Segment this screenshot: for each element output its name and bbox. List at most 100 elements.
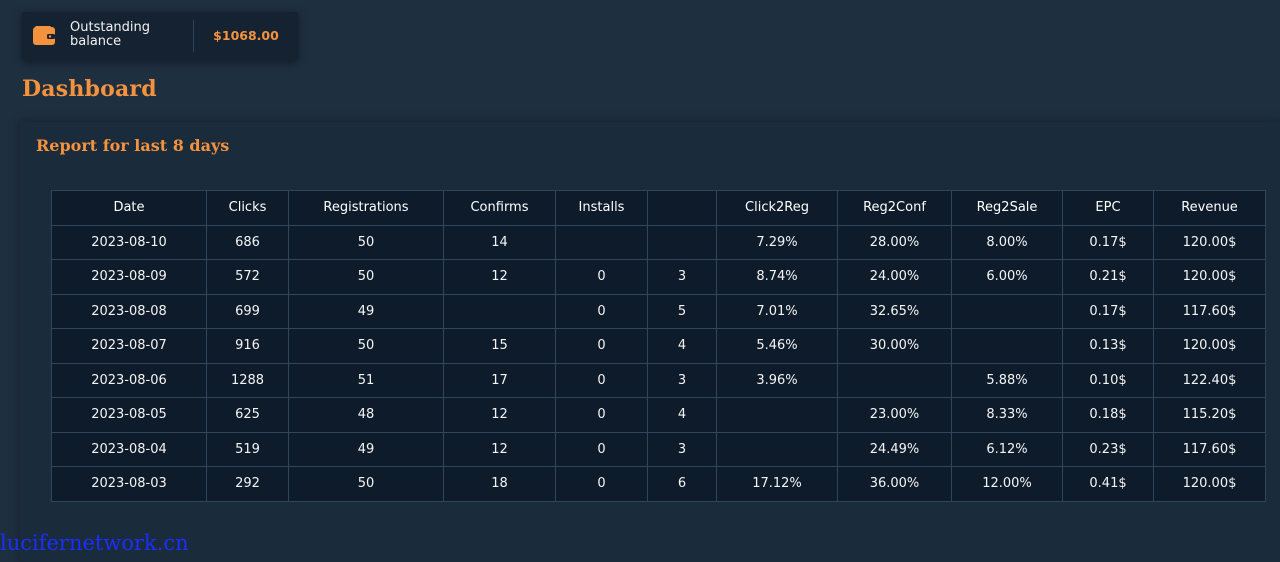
table-cell: 0.17$ <box>1062 293 1154 329</box>
table-cell: 117.60$ <box>1153 431 1266 467</box>
table-cell: 14 <box>443 224 556 260</box>
table-cell: 12 <box>443 431 556 467</box>
table-cell: 2023-08-08 <box>51 293 207 329</box>
table-cell: 24.00% <box>837 259 952 295</box>
column-header <box>647 190 717 226</box>
table-cell: 120.00$ <box>1153 259 1266 295</box>
table-cell: 2023-08-05 <box>51 397 207 433</box>
table-cell: 7.29% <box>716 224 838 260</box>
table-row: 2023-08-07 916 50 15 0 4 5.46% 30.00% 0.13$ 120.0… <box>51 328 1266 364</box>
table-cell: 49 <box>288 431 444 467</box>
table-cell: 6.12% <box>951 431 1063 467</box>
table-row: 2023-08-10 686 50 14 7.29% 28.00% 8.00% 0.17$ 12… <box>51 224 1266 260</box>
table-cell: 51 <box>288 362 444 398</box>
table-cell: 0.21$ <box>1062 259 1154 295</box>
table-cell: 15 <box>443 328 556 364</box>
table-cell: 3 <box>647 259 717 295</box>
table-cell <box>555 224 648 260</box>
table-cell: 1288 <box>206 362 289 398</box>
table-cell: 0.41$ <box>1062 466 1154 502</box>
table-header-row: Date Clicks Registrations Confirms Installs C… <box>51 190 1266 226</box>
table-cell <box>837 362 952 398</box>
table-cell: 3 <box>647 362 717 398</box>
table-cell: 519 <box>206 431 289 467</box>
table-cell: 30.00% <box>837 328 952 364</box>
table-cell: 2023-08-07 <box>51 328 207 364</box>
table-cell: 699 <box>206 293 289 329</box>
table-cell: 28.00% <box>837 224 952 260</box>
table-cell: 2023-08-10 <box>51 224 207 260</box>
wallet-icon <box>33 26 55 45</box>
table-cell <box>716 431 838 467</box>
column-header: Reg2Sale <box>951 190 1063 226</box>
table-cell <box>716 397 838 433</box>
table-cell: 32.65% <box>837 293 952 329</box>
column-header: EPC <box>1062 190 1154 226</box>
table-cell: 117.60$ <box>1153 293 1266 329</box>
outstanding-balance-label: Outstanding balance <box>70 20 150 49</box>
table-cell <box>647 224 717 260</box>
table-cell: 115.20$ <box>1153 397 1266 433</box>
table-row: 2023-08-08 699 49 0 5 7.01% 32.65% 0.17$ 117.60$ <box>51 293 1266 329</box>
table-cell: 8.33% <box>951 397 1063 433</box>
table-cell: 122.40$ <box>1153 362 1266 398</box>
table-cell: 0 <box>555 362 648 398</box>
table-cell: 4 <box>647 397 717 433</box>
table-cell: 36.00% <box>837 466 952 502</box>
column-header: Registrations <box>288 190 444 226</box>
table-cell: 0 <box>555 466 648 502</box>
outstanding-balance-card: Outstanding balance $1068.00 <box>22 12 298 60</box>
table-cell: 17 <box>443 362 556 398</box>
table-cell: 50 <box>288 466 444 502</box>
table-cell: 120.00$ <box>1153 328 1266 364</box>
report-table: Date Clicks Registrations Confirms Installs C… <box>51 190 1266 502</box>
table-cell: 3 <box>647 431 717 467</box>
table-cell: 18 <box>443 466 556 502</box>
table-row: 2023-08-06 1288 51 17 0 3 3.96% 5.88% 0.10$ 122.4… <box>51 362 1266 398</box>
table-cell <box>951 293 1063 329</box>
table-cell: 5.88% <box>951 362 1063 398</box>
balance-divider <box>193 20 194 52</box>
column-header: Revenue <box>1153 190 1266 226</box>
table-cell: 48 <box>288 397 444 433</box>
table-cell: 625 <box>206 397 289 433</box>
table-cell: 0.17$ <box>1062 224 1154 260</box>
table-row: 2023-08-04 519 49 12 0 3 24.49% 6.12% 0.23$ 117.6… <box>51 431 1266 467</box>
table-cell <box>443 293 556 329</box>
column-header: Installs <box>555 190 648 226</box>
table-cell: 6 <box>647 466 717 502</box>
table-cell: 2023-08-03 <box>51 466 207 502</box>
report-title: Report for last 8 days <box>36 136 230 155</box>
table-row: 2023-08-05 625 48 12 0 4 23.00% 8.33% 0.18$ 115.2… <box>51 397 1266 433</box>
table-cell: 23.00% <box>837 397 952 433</box>
column-header: Click2Reg <box>716 190 838 226</box>
table-cell: 916 <box>206 328 289 364</box>
table-cell: 5 <box>647 293 717 329</box>
table-cell <box>951 328 1063 364</box>
outstanding-balance-amount: $1068.00 <box>213 28 279 43</box>
table-cell: 686 <box>206 224 289 260</box>
table-cell: 0 <box>555 293 648 329</box>
watermark: lucifernetwork.cn <box>0 531 189 555</box>
column-header: Date <box>51 190 207 226</box>
page-title: Dashboard <box>22 76 157 102</box>
table-cell: 7.01% <box>716 293 838 329</box>
table-cell: 12.00% <box>951 466 1063 502</box>
table-cell: 0 <box>555 397 648 433</box>
table-cell: 2023-08-06 <box>51 362 207 398</box>
table-cell: 0.10$ <box>1062 362 1154 398</box>
table-cell: 8.74% <box>716 259 838 295</box>
table-cell: 3.96% <box>716 362 838 398</box>
column-header: Clicks <box>206 190 289 226</box>
table-cell: 572 <box>206 259 289 295</box>
table-cell: 120.00$ <box>1153 224 1266 260</box>
table-cell: 2023-08-04 <box>51 431 207 467</box>
table-cell: 8.00% <box>951 224 1063 260</box>
column-header: Confirms <box>443 190 556 226</box>
table-cell: 0.23$ <box>1062 431 1154 467</box>
table-cell: 2023-08-09 <box>51 259 207 295</box>
table-cell: 0.18$ <box>1062 397 1154 433</box>
table-row: 2023-08-03 292 50 18 0 6 17.12% 36.00% 12.00% 0.4… <box>51 466 1266 502</box>
report-panel: Report for last 8 days Date Clicks Registr… <box>20 122 1280 562</box>
table-cell: 120.00$ <box>1153 466 1266 502</box>
